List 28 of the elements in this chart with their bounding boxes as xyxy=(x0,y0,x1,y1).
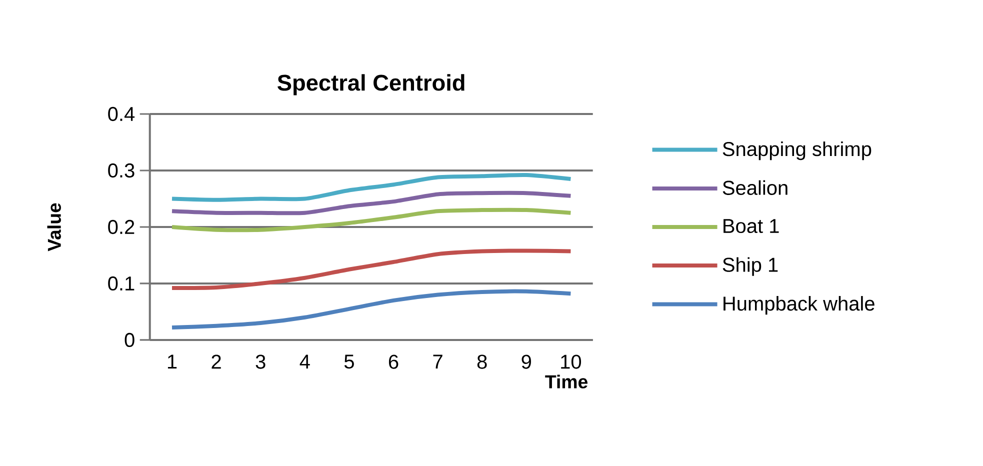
x-axis-title: Time xyxy=(545,374,588,388)
legend-label: Snapping shrimp xyxy=(722,141,872,160)
line-series xyxy=(170,289,573,330)
line-series xyxy=(170,248,573,290)
line-series xyxy=(170,208,573,232)
y-tick-label: 0 xyxy=(124,332,134,348)
y-tick-label: 0.3 xyxy=(108,163,134,178)
x-tick-label: 5 xyxy=(344,354,354,369)
y-tick-label: 0.2 xyxy=(108,220,134,234)
legend-label: Ship 1 xyxy=(722,257,778,276)
x-tick-label: 10 xyxy=(561,354,582,369)
x-tick-label: 1 xyxy=(168,354,177,368)
x-tick-label: 8 xyxy=(477,354,487,369)
x-tick-label: 3 xyxy=(256,354,266,369)
legend-label: Humpback whale xyxy=(724,296,874,315)
y-axis-title: Value xyxy=(47,203,61,252)
legend-label: Sealion xyxy=(722,180,788,195)
x-tick-label: 6 xyxy=(388,354,398,369)
x-tick-label: 9 xyxy=(522,354,531,369)
x-tick-label: 2 xyxy=(212,354,221,369)
y-tick-label: 0.4 xyxy=(108,106,135,122)
line-series xyxy=(170,172,573,202)
chart-title: Spectral Centroid xyxy=(278,74,464,96)
legend-label: Boat 1 xyxy=(724,219,779,234)
x-tick-label: 4 xyxy=(300,354,310,368)
line-series xyxy=(170,190,573,216)
y-tick-label: 0.1 xyxy=(108,276,134,291)
x-tick-label: 7 xyxy=(433,354,442,368)
